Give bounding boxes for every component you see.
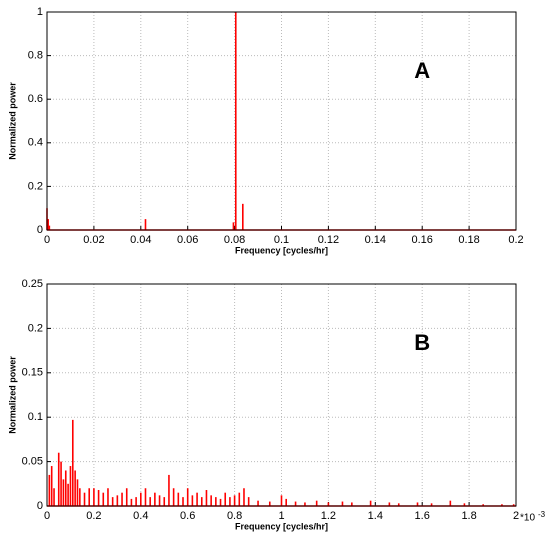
x-tick-label: 1.4 [368,510,383,522]
x-axis-label: Frequency [cycles/hr] [235,245,328,255]
x-tick-label: 0.2 [86,510,101,522]
y-tick-label: 0.6 [28,93,43,105]
x-tick-label: 0 [44,510,50,522]
y-tick-label: 0.05 [22,456,43,468]
y-tick-label: 0 [37,224,43,236]
y-tick-label: 0.15 [22,367,43,379]
x-tick-label: 0 [44,234,50,246]
y-tick-label: 0 [37,500,43,512]
x-tick-label: 0.14 [365,234,386,246]
x-tick-label: 0.8 [227,510,242,522]
x-tick-label: 0.04 [130,234,151,246]
y-tick-label: 0.2 [28,322,43,334]
x-tick-label: 1.2 [321,510,336,522]
x-tick-label: 0.18 [458,234,479,246]
x-tick-label: 0.1 [274,234,289,246]
y-tick-label: 0.8 [28,50,43,62]
panel-label: B [414,330,430,355]
y-tick-label: 0.25 [22,278,43,290]
x-tick-label: 0.4 [133,510,148,522]
x-tick-label: 0.6 [180,510,195,522]
x-tick-label: 1.8 [461,510,476,522]
y-tick-label: 0.1 [28,411,43,423]
x-tick-label: 0.2 [508,234,523,246]
y-axis-label: Normalized power [7,82,17,160]
x-tick-label: 1.6 [415,510,430,522]
x-tick-label: 0.16 [411,234,432,246]
x-tick-label: 1 [278,510,284,522]
y-tick-label: 0.2 [28,180,43,192]
x-scale-exponent: -3 [538,510,546,519]
y-tick-label: 0.4 [28,137,43,149]
x-scale-base: *10 [520,513,535,524]
x-axis-label: Frequency [cycles/hr] [235,521,328,531]
x-tick-label: 0.02 [83,234,104,246]
y-axis-label: Normalized power [7,356,17,434]
plot-frame [46,11,517,231]
panel-label: A [414,58,430,83]
x-tick-label: 0.08 [224,234,245,246]
x-tick-label: 0.12 [318,234,339,246]
x-tick-label: 0.06 [177,234,198,246]
y-tick-label: 1 [37,6,43,18]
x-tick-label: 2 [513,510,519,522]
plot-frame [46,283,517,507]
